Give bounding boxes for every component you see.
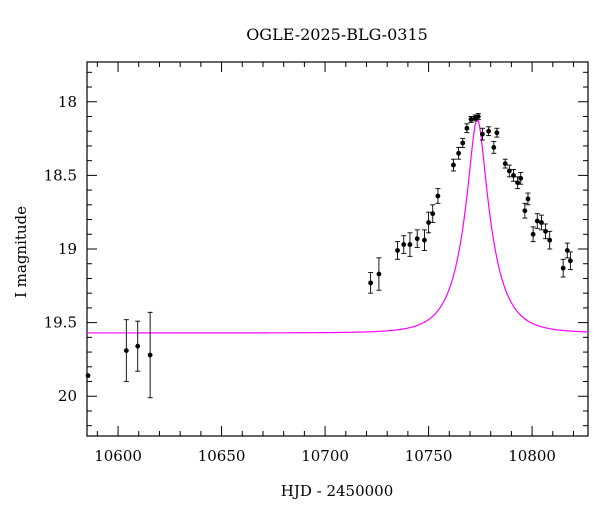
x-tick-label: 10800 xyxy=(508,447,556,465)
data-point xyxy=(506,168,512,174)
plot-area: 10600 10650 10700 10750 10800 18 18.5 19 19.5 20 xyxy=(44,61,589,465)
data-point xyxy=(395,248,400,253)
data-point xyxy=(147,352,153,358)
data-point xyxy=(494,130,500,136)
data-point xyxy=(534,218,540,224)
y-tick-label: 19 xyxy=(58,240,77,258)
data-point xyxy=(518,175,524,181)
data-point xyxy=(414,236,420,242)
data-point xyxy=(451,162,456,168)
data-point xyxy=(376,271,382,277)
data-point xyxy=(530,231,536,237)
data-point xyxy=(568,258,573,264)
model-curve xyxy=(87,118,589,334)
data-point xyxy=(460,140,466,146)
x-axis-label: HJD - 2450000 xyxy=(281,482,394,500)
chart-title: OGLE-2025-BLG-0315 xyxy=(246,25,428,44)
x-tick-label: 10750 xyxy=(405,447,453,465)
data-point xyxy=(135,343,141,349)
y-tick-label: 18 xyxy=(58,93,77,111)
data-point xyxy=(422,237,427,243)
data-point xyxy=(539,220,544,225)
data-point xyxy=(543,228,548,234)
data-point xyxy=(491,145,497,150)
plot-frame xyxy=(86,61,589,437)
data-point xyxy=(430,211,436,217)
data-point xyxy=(407,242,413,247)
data-point xyxy=(468,117,474,122)
data-point xyxy=(486,128,492,134)
x-tick-label: 10650 xyxy=(198,447,246,465)
data-point xyxy=(456,150,462,156)
data-point xyxy=(502,161,508,166)
data-point xyxy=(464,125,470,131)
data-point xyxy=(560,265,566,271)
data-point xyxy=(401,242,407,247)
data-point xyxy=(475,114,481,119)
y-tick-label: 20 xyxy=(58,387,77,405)
data-point xyxy=(522,208,528,214)
data-point xyxy=(525,196,531,202)
y-tick-label: 19.5 xyxy=(44,314,77,332)
data-point xyxy=(368,280,374,286)
y-axis-label: I magnitude xyxy=(12,206,30,298)
data-point xyxy=(123,348,129,353)
y-tick-label: 18.5 xyxy=(44,166,77,184)
x-tick-label: 10700 xyxy=(301,447,349,465)
data-point xyxy=(426,220,431,225)
data-point xyxy=(435,193,441,199)
data-point xyxy=(85,373,91,379)
data-point xyxy=(511,172,516,178)
data-point xyxy=(547,237,553,243)
x-tick-label: 10600 xyxy=(94,447,142,465)
data-point xyxy=(480,131,485,137)
